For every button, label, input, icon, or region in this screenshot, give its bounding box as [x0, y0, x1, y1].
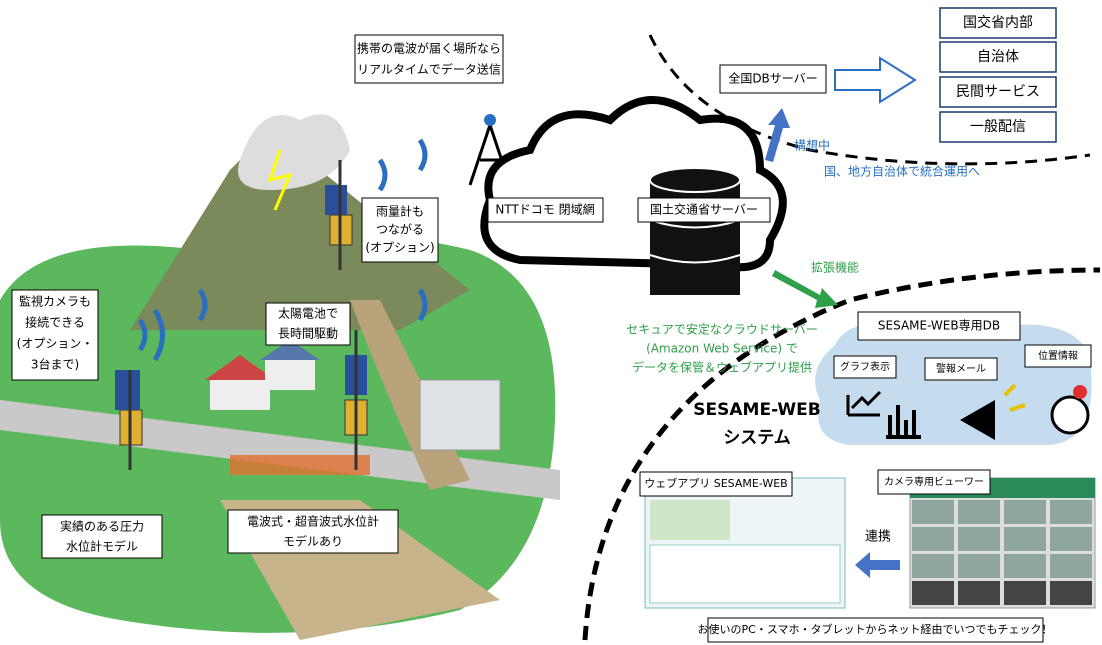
- callout: 電波式・超音波式水位計: [247, 514, 379, 529]
- extension-label: 拡張機能: [811, 260, 859, 275]
- feature: グラフ表示: [840, 360, 890, 373]
- graph-panel: [650, 545, 840, 603]
- thumbnail: [1050, 500, 1092, 524]
- callout: 水位計モデル: [66, 539, 138, 554]
- thumbnail: [1004, 554, 1046, 578]
- thumbnail: [958, 527, 1000, 551]
- feature: 警報メール: [936, 362, 986, 375]
- thumbnail: [912, 554, 954, 578]
- db-label: SESAME-WEB専用DB: [878, 319, 1000, 333]
- callout: モデルあり: [283, 534, 343, 549]
- docomo-label: NTTドコモ 閉域網: [495, 203, 594, 217]
- system-name: SESAME-WEB: [693, 400, 820, 420]
- arrow: [772, 270, 838, 308]
- feature: 位置情報: [1038, 349, 1078, 362]
- target: 自治体: [977, 49, 1019, 65]
- arrow: [835, 58, 915, 102]
- callout: 長時間駆動: [278, 327, 338, 341]
- thumbnail: [912, 581, 954, 605]
- callout: 実績のある圧力: [60, 519, 144, 534]
- system-name: システム: [723, 428, 791, 448]
- thumbnail: [1050, 554, 1092, 578]
- callout: 接続できる: [25, 315, 85, 330]
- callout: (オプション・: [17, 337, 94, 351]
- callout: リアルタイムでデータ送信: [357, 62, 501, 77]
- thumbnail: [1050, 581, 1092, 605]
- webapp-label: ウェブアプリ SESAME-WEB: [644, 476, 787, 490]
- link-label: 連携: [865, 529, 891, 545]
- national-db: 全国DBサーバー: [728, 71, 817, 86]
- target: 一般配信: [970, 119, 1026, 135]
- cloud-note: (Amazon Web Service) で: [646, 342, 798, 356]
- integration-label: 国、地方自治体で統合運用へ: [824, 164, 980, 179]
- footer: お使いのPC・スマホ・タブレットからネット経由でいつでもチェック！: [698, 622, 1053, 636]
- map: [650, 500, 730, 540]
- thumbnail: [912, 527, 954, 551]
- viewer-label: カメラ専用ビューワー: [884, 476, 984, 488]
- thumbnail: [958, 581, 1000, 605]
- callout: 3台まで): [31, 357, 79, 372]
- server-label: 国土交通省サーバー: [650, 202, 758, 217]
- thumbnail: [958, 500, 1000, 524]
- cloud-note: セキュアで安定なクラウドサーバー: [626, 322, 818, 337]
- arrow: [855, 552, 900, 578]
- thumbnail: [958, 554, 1000, 578]
- callout: 太陽電池で: [278, 306, 338, 321]
- thumbnail: [1004, 581, 1046, 605]
- callout: 携帯の電波が届く場所なら: [357, 41, 501, 56]
- thumbnail: [912, 500, 954, 524]
- plan-label: 構想中: [794, 138, 830, 153]
- callout: (オプション): [365, 241, 434, 255]
- thumbnail: [1004, 500, 1046, 524]
- thumbnail: [1004, 527, 1046, 551]
- cloud-note: データを保管＆ウェブアプリ提供: [632, 360, 812, 375]
- callout: つながる: [376, 222, 424, 237]
- arrow: [765, 108, 790, 162]
- callout: 監視カメラも: [19, 294, 91, 309]
- callout: 雨量計も: [376, 204, 424, 219]
- target: 国交省内部: [963, 14, 1033, 31]
- thumbnail: [1050, 527, 1092, 551]
- target: 民間サービス: [956, 84, 1040, 100]
- diagram: 携帯の電波が届く場所なら リアルタイムでデータ送信 雨量計も つながる (オプシ…: [0, 0, 1102, 645]
